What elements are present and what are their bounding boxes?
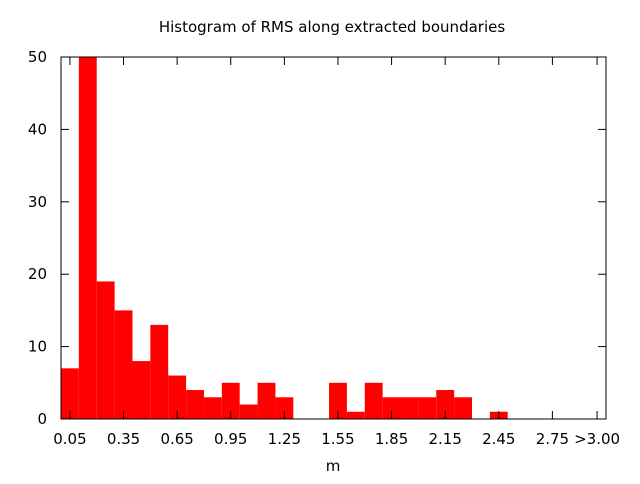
x-tick-label: >3.00 bbox=[574, 430, 620, 448]
y-axis: 0 10 20 30 40 50 bbox=[28, 48, 606, 428]
y-tick-label: 10 bbox=[28, 338, 47, 356]
histogram-bar bbox=[61, 368, 79, 419]
x-tick-label: 1.85 bbox=[375, 430, 408, 448]
x-tick-label: 0.95 bbox=[214, 430, 247, 448]
x-axis-label: m bbox=[326, 457, 341, 475]
x-tick-label: 0.05 bbox=[53, 430, 86, 448]
histogram-bar bbox=[96, 281, 115, 419]
histogram-bar bbox=[78, 57, 97, 419]
histogram-bar bbox=[150, 324, 169, 419]
x-tick-label: 1.25 bbox=[268, 430, 301, 448]
histogram-bar bbox=[382, 397, 401, 419]
y-tick-label: 40 bbox=[28, 120, 47, 138]
x-tick-label: 2.15 bbox=[428, 430, 461, 448]
y-tick-label: 20 bbox=[28, 265, 47, 283]
x-axis: 0.05 0.35 0.65 0.95 1.25 1.55 1.85 2.15 2.45 2.75… bbox=[53, 57, 620, 448]
x-tick-label: 2.45 bbox=[482, 430, 515, 448]
histogram-bar bbox=[329, 382, 347, 419]
histogram-bar bbox=[364, 382, 383, 419]
x-tick-label: 2.75 bbox=[536, 430, 569, 448]
x-tick-label: 1.55 bbox=[321, 430, 354, 448]
histogram-bar bbox=[221, 382, 240, 419]
histogram-bar bbox=[346, 411, 365, 419]
y-tick-label: 0 bbox=[37, 410, 47, 428]
histogram-bar bbox=[454, 397, 472, 419]
plot-frame bbox=[60, 56, 607, 420]
histogram-bar bbox=[275, 397, 294, 419]
histogram-bar bbox=[132, 361, 151, 419]
histogram-bar bbox=[186, 390, 204, 419]
x-tick-label: 0.65 bbox=[160, 430, 193, 448]
histogram-bar bbox=[239, 404, 258, 419]
histogram-bar bbox=[400, 397, 419, 419]
histogram-bar bbox=[114, 310, 133, 419]
histogram-bar bbox=[418, 397, 437, 419]
histogram-bar bbox=[436, 390, 455, 419]
histogram-bar bbox=[257, 382, 276, 419]
bars-group bbox=[61, 57, 508, 419]
y-tick-label: 50 bbox=[28, 48, 47, 66]
histogram-bar bbox=[203, 397, 222, 419]
histogram-bar bbox=[168, 375, 187, 419]
chart-title: Histogram of RMS along extracted boundar… bbox=[159, 18, 506, 36]
x-tick-label: 0.35 bbox=[107, 430, 140, 448]
y-tick-label: 30 bbox=[28, 193, 47, 211]
